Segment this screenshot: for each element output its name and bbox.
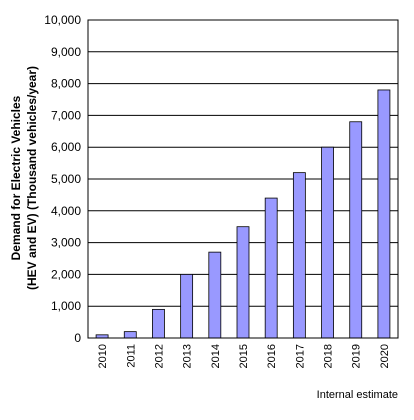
y-tick-label: 1,000: [51, 299, 81, 313]
x-tick-label: 2020: [379, 344, 391, 368]
x-tick-label: 2015: [238, 344, 250, 368]
x-tick-label: 2018: [323, 344, 335, 368]
bar-2013: [180, 273, 194, 339]
y-tick-label: 0: [74, 331, 81, 345]
x-axis-tick-labels: 2010 2011 2012 2013 2014 2015 2016 2017 2018 2019…: [97, 344, 391, 368]
y-tick-label: 4,000: [51, 204, 81, 218]
y-axis-title-line-1: Demand for Electric Vehicles: [9, 95, 23, 260]
x-tick-label: 2016: [266, 344, 278, 368]
source-note: Internal estimate: [317, 389, 398, 401]
bar-2018: [321, 146, 334, 339]
bar-2019: [349, 121, 363, 339]
bar-2012: [152, 308, 165, 339]
y-tick-label: 3,000: [51, 236, 81, 250]
y-tick-label: 5,000: [51, 172, 81, 186]
bar-2016: [264, 197, 278, 339]
bar-2020: [377, 89, 391, 339]
bar-2011: [123, 331, 137, 339]
y-axis-title-line-2: (HEV and EV) (Thousand vehicles/year): [25, 66, 39, 290]
y-tick-label: 7,000: [51, 108, 81, 122]
y-tick-label: 2,000: [51, 267, 81, 281]
y-tick-label: 6,000: [51, 140, 81, 154]
plot-area-frame: [87, 19, 399, 339]
y-tick-label: 10,000: [44, 13, 81, 27]
x-tick-label: 2010: [97, 344, 109, 368]
bar-2014: [208, 251, 222, 339]
y-tick-label: 8,000: [51, 77, 81, 91]
x-tick-label: 2012: [153, 344, 165, 368]
x-tick-label: 2017: [294, 344, 306, 368]
bars: [95, 89, 391, 339]
x-tick-label: 2013: [182, 344, 194, 368]
y-tick-label: 9,000: [51, 45, 81, 59]
bar-2017: [292, 172, 306, 339]
gridlines: [88, 51, 398, 307]
x-tick-label: 2011: [125, 344, 137, 368]
y-axis-tick-labels: 0 1,000 2,000 3,000 4,000 5,000 6,000 7,000 8,00…: [44, 13, 81, 345]
bar-2015: [236, 226, 250, 339]
x-tick-label: 2019: [351, 344, 363, 368]
x-tick-label: 2014: [210, 344, 222, 368]
